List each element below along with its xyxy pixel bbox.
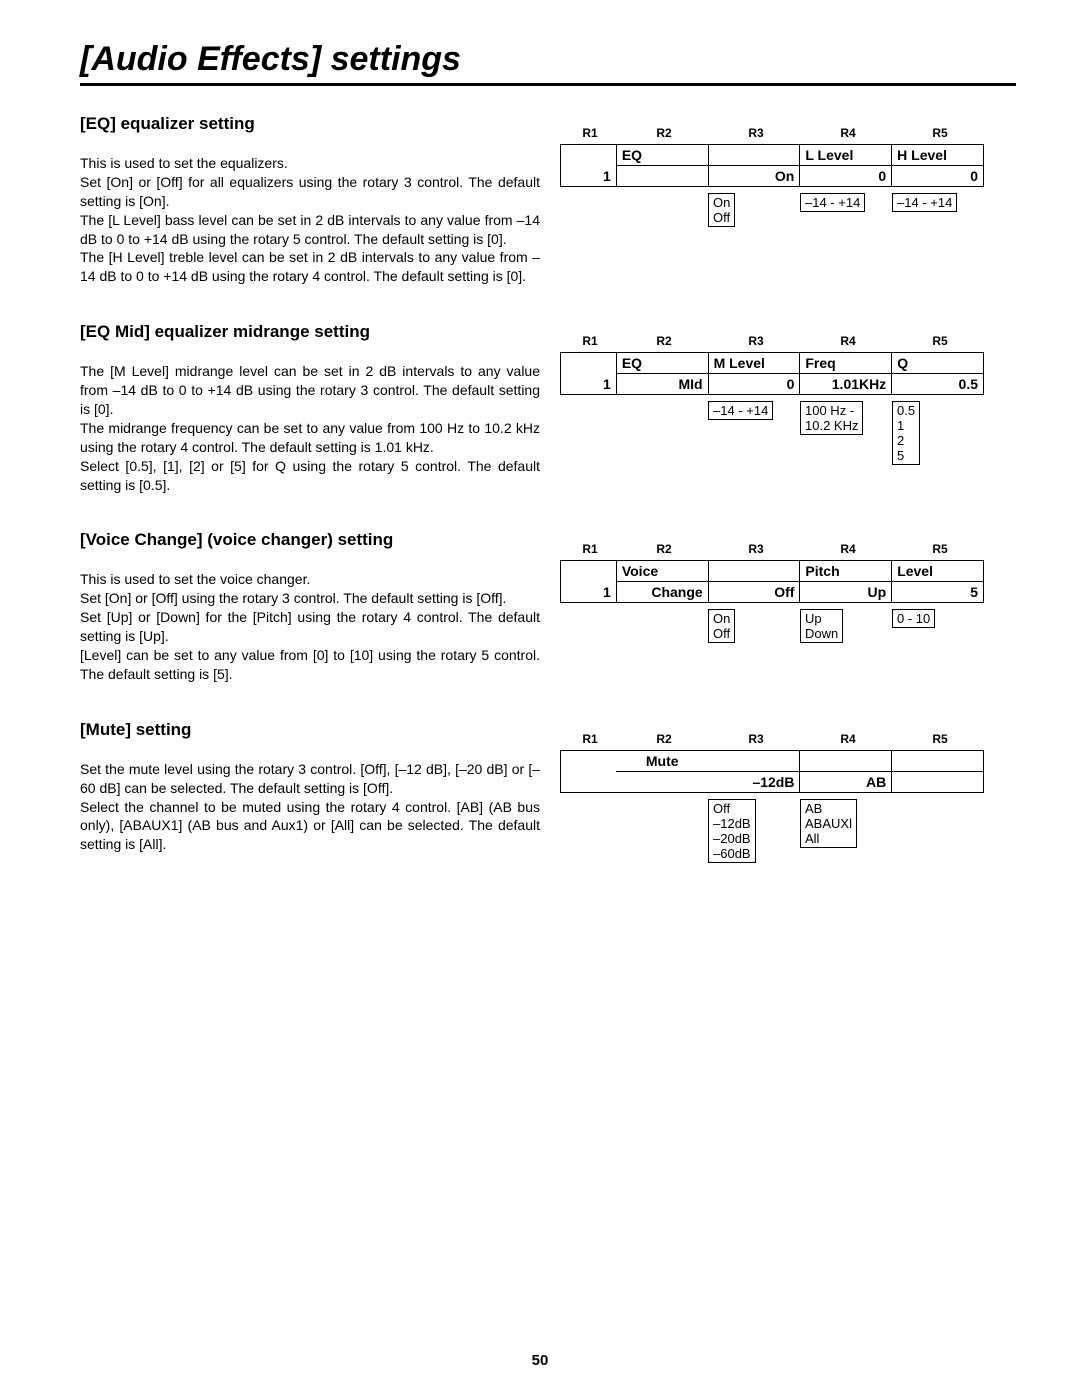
rh-r2: R2: [618, 334, 710, 348]
opt-r4: UpDown: [800, 609, 843, 643]
cell: Q: [892, 353, 984, 374]
rh-r5: R5: [894, 732, 986, 746]
rh-r3: R3: [710, 126, 802, 140]
cell: Up: [800, 582, 892, 603]
cell: 0.5: [892, 374, 984, 395]
rh-r4: R4: [802, 126, 894, 140]
cell: Pitch: [800, 561, 892, 582]
heading-mute: [Mute] setting: [80, 720, 540, 740]
opt-r3: –14 - +14: [708, 401, 773, 420]
cell: [561, 750, 617, 792]
rh-r1: R1: [562, 126, 618, 140]
opt-r4: ABABAUXlAll: [800, 799, 857, 848]
heading-eq: [EQ] equalizer setting: [80, 114, 540, 134]
cell: Off: [708, 582, 800, 603]
cell: [800, 750, 892, 771]
cell: L Level: [800, 145, 892, 166]
rh-r1: R1: [562, 542, 618, 556]
table-eq: 1 EQ L Level H Level On 0 0: [560, 144, 984, 187]
cell: H Level: [892, 145, 984, 166]
rotary-headers: R1 R2 R3 R4 R5: [560, 732, 1016, 746]
opt-r5: 0.5125: [892, 401, 920, 465]
cell: [708, 145, 800, 166]
cell: 0: [708, 374, 800, 395]
cell: [892, 771, 984, 792]
section-eqmid: [EQ Mid] equalizer midrange setting The …: [80, 322, 1016, 494]
cell: –12dB: [708, 771, 800, 792]
opt-r5: 0 - 10: [892, 609, 935, 628]
options-eqmid: –14 - +14 100 Hz -10.2 KHz 0.5125: [560, 401, 1016, 465]
rh-r5: R5: [894, 126, 986, 140]
opt-r4: –14 - +14: [800, 193, 865, 212]
rh-r4: R4: [802, 542, 894, 556]
section-mute: [Mute] setting Set the mute level using …: [80, 720, 1016, 863]
cell: Change: [616, 582, 708, 603]
rotary-headers: R1 R2 R3 R4 R5: [560, 542, 1016, 556]
cell: M Level: [708, 353, 800, 374]
cell: [616, 771, 708, 792]
body-mute: Set the mute level using the rotary 3 co…: [80, 760, 540, 854]
rh-r4: R4: [802, 732, 894, 746]
cell: [892, 750, 984, 771]
cell: EQ: [616, 145, 708, 166]
table-voice: 1 Voice Pitch Level Change Off Up 5: [560, 560, 984, 603]
rh-r3: R3: [710, 732, 802, 746]
opt-r3: Off–12dB–20dB–60dB: [708, 799, 756, 863]
rh-r2: R2: [618, 126, 710, 140]
opt-r3: OnOff: [708, 609, 735, 643]
rh-r4: R4: [802, 334, 894, 348]
cell: On: [708, 166, 800, 187]
body-eqmid: The [M Level] midrange level can be set …: [80, 362, 540, 494]
rh-r1: R1: [562, 334, 618, 348]
cell: Voice: [616, 561, 708, 582]
cell: Level: [892, 561, 984, 582]
rotary-headers: R1 R2 R3 R4 R5: [560, 126, 1016, 140]
table-eqmid: 1 EQ M Level Freq Q MId 0 1.01KHz 0.5: [560, 352, 984, 395]
cell: 5: [892, 582, 984, 603]
section-eq: [EQ] equalizer setting This is used to s…: [80, 114, 1016, 286]
body-voice: This is used to set the voice changer.Se…: [80, 570, 540, 683]
options-voice: OnOff UpDown 0 - 10: [560, 609, 1016, 643]
cell: 0: [892, 166, 984, 187]
opt-r4: 100 Hz -10.2 KHz: [800, 401, 863, 435]
cell: 1: [561, 145, 617, 187]
cell: AB: [800, 771, 892, 792]
options-mute: Off–12dB–20dB–60dB ABABAUXlAll: [560, 799, 1016, 863]
cell: 0: [800, 166, 892, 187]
cell: EQ: [616, 353, 708, 374]
section-voice: [Voice Change] (voice changer) setting T…: [80, 530, 1016, 683]
page-title: [Audio Effects] settings: [80, 40, 1016, 86]
cell: [616, 166, 708, 187]
options-eq: OnOff –14 - +14 –14 - +14: [560, 193, 1016, 227]
rh-r3: R3: [710, 334, 802, 348]
table-mute: Mute –12dB AB: [560, 750, 984, 793]
rh-r2: R2: [618, 732, 710, 746]
cell: 1.01KHz: [800, 374, 892, 395]
cell: [708, 561, 800, 582]
page-number: 50: [0, 1352, 1080, 1369]
cell: [708, 750, 800, 771]
opt-r3: OnOff: [708, 193, 735, 227]
rotary-headers: R1 R2 R3 R4 R5: [560, 334, 1016, 348]
cell: MId: [616, 374, 708, 395]
rh-r1: R1: [562, 732, 618, 746]
cell: Freq: [800, 353, 892, 374]
rh-r5: R5: [894, 334, 986, 348]
cell: 1: [561, 561, 617, 603]
rh-r3: R3: [710, 542, 802, 556]
rh-r2: R2: [618, 542, 710, 556]
heading-eqmid: [EQ Mid] equalizer midrange setting: [80, 322, 540, 342]
rh-r5: R5: [894, 542, 986, 556]
cell: 1: [561, 353, 617, 395]
cell: Mute: [616, 750, 708, 771]
body-eq: This is used to set the equalizers.Set […: [80, 154, 540, 286]
heading-voice: [Voice Change] (voice changer) setting: [80, 530, 540, 550]
opt-r5: –14 - +14: [892, 193, 957, 212]
